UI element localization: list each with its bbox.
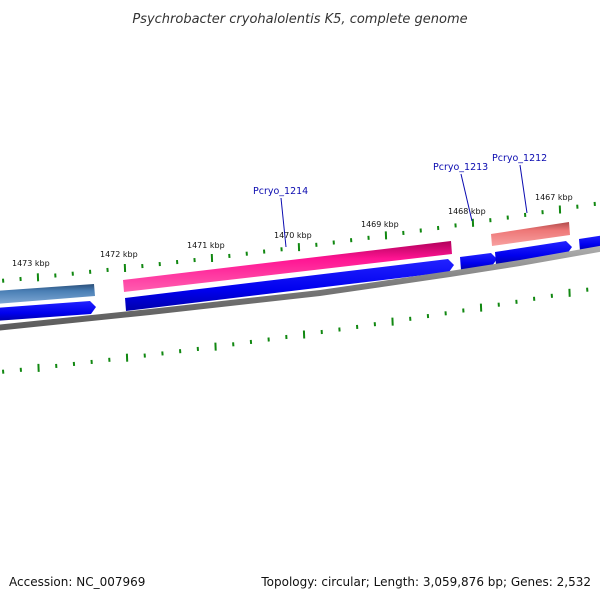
accession-text: Accession: NC_007969 (9, 575, 145, 589)
gene-label-pcryo-1212[interactable]: Pcryo_1212 (492, 153, 547, 164)
genome-backbone (0, 245, 600, 331)
scale-label-1470: 1470 kbp (274, 231, 312, 240)
feature-steelblue[interactable] (0, 284, 95, 304)
cds-arrow-1[interactable] (0, 301, 96, 321)
gene-label-pcryo-1214[interactable]: Pcryo_1214 (253, 186, 308, 197)
leader-line-pcryo-1214 (280, 197, 287, 248)
scale-labels: 1473 kbp 1472 kbp 1471 kbp 1470 kbp 1469… (12, 193, 573, 268)
scale-label-1469: 1469 kbp (361, 220, 399, 229)
leader-line-pcryo-1213 (460, 173, 473, 222)
map-title: Psychrobacter cryohalolentis K5, complet… (132, 12, 467, 27)
feature-pcryo-1214[interactable] (123, 241, 452, 292)
cds-arrow-2[interactable] (125, 259, 454, 311)
gene-labels: Pcryo_1214 Pcryo_1213 Pcryo_1212 (253, 153, 547, 248)
inner-scale-ticks (2, 287, 589, 374)
scale-label-1468: 1468 kbp (448, 207, 486, 216)
scale-label-1467: 1467 kbp (535, 193, 573, 202)
leader-line-pcryo-1212 (519, 164, 528, 214)
outer-scale-ticks (2, 201, 596, 283)
gene-label-pcryo-1213[interactable]: Pcryo_1213 (433, 162, 488, 173)
genome-summary-text: Topology: circular; Length: 3,059,876 bp… (260, 575, 591, 589)
cds-track (0, 235, 600, 321)
feature-pcryo-1212[interactable] (491, 222, 570, 246)
scale-label-1471: 1471 kbp (187, 241, 225, 250)
feature-track (0, 222, 570, 304)
scale-label-1472: 1472 kbp (100, 250, 138, 259)
cds-arrow-4[interactable] (495, 241, 572, 265)
scale-label-1473: 1473 kbp (12, 259, 50, 268)
